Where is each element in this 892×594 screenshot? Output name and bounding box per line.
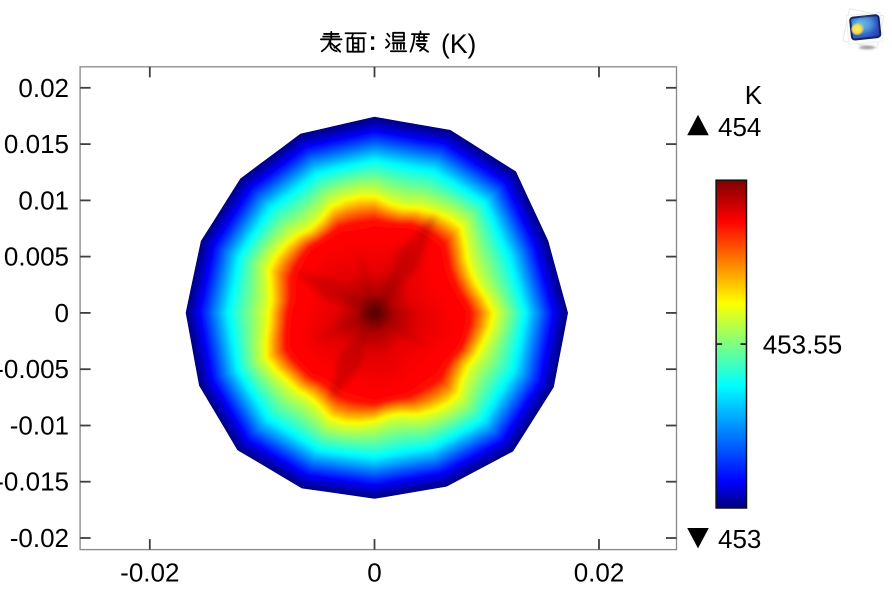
svg-text:453: 453 [718,524,761,554]
svg-text:K: K [745,80,763,110]
svg-text:-0.005: -0.005 [0,354,69,384]
svg-text:0: 0 [367,558,381,588]
svg-text:0.015: 0.015 [4,129,69,159]
svg-text:0.02: 0.02 [18,73,69,103]
svg-text:0.02: 0.02 [574,558,625,588]
svg-text:453.55: 453.55 [763,329,843,359]
svg-text:(K): (K) [441,29,476,59]
svg-text:0: 0 [55,298,69,328]
svg-text:-0.02: -0.02 [120,558,179,588]
svg-text:-0.015: -0.015 [0,467,69,497]
svg-text:0.005: 0.005 [4,242,69,272]
svg-text:454: 454 [718,112,761,142]
svg-text:0.01: 0.01 [18,185,69,215]
svg-text:-0.01: -0.01 [10,411,69,441]
svg-text:-0.02: -0.02 [10,523,69,553]
